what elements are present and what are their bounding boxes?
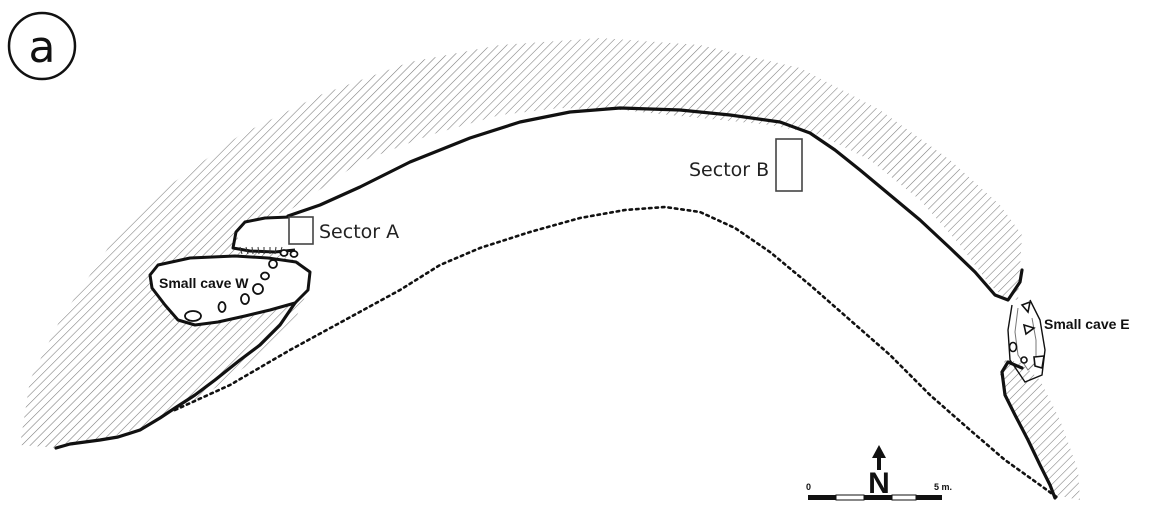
boulder xyxy=(252,283,264,295)
boulder xyxy=(1033,355,1045,370)
boulder xyxy=(1008,341,1018,353)
alcove-outline xyxy=(231,215,296,254)
north-arrow-label: N xyxy=(868,467,890,500)
boulder xyxy=(1020,300,1032,314)
boulders-west xyxy=(184,249,299,322)
panel-label-text: a xyxy=(29,22,56,73)
cave-east-outline xyxy=(1007,299,1046,383)
north-arrow-icon xyxy=(872,445,886,470)
cave-west-outline xyxy=(148,254,312,327)
cave-wall-main xyxy=(54,106,1024,450)
boulder xyxy=(289,250,299,258)
cave-east-inner xyxy=(1014,307,1037,371)
scale-bar-seg xyxy=(808,495,836,500)
panel-label: a xyxy=(7,11,77,81)
panel-label-circle xyxy=(7,11,77,81)
cave-wall-east-lower xyxy=(1000,360,1057,500)
scale-bar: 0 5 m. xyxy=(806,482,952,501)
cave-west-label: Small cave W xyxy=(159,275,249,291)
rock-band-hatch xyxy=(20,38,1022,448)
boulder xyxy=(1020,356,1028,364)
cave-east xyxy=(1007,299,1046,383)
sector-a-box xyxy=(288,216,314,245)
sector-a-label: Sector A xyxy=(319,221,399,243)
scale-bar-seg xyxy=(864,495,892,500)
boulder xyxy=(240,293,250,305)
scale-bar-start-label: 0 xyxy=(806,482,811,492)
boulder xyxy=(217,301,227,313)
scale-bar-seg xyxy=(916,495,942,500)
boulder xyxy=(260,271,270,281)
boulder xyxy=(1022,323,1036,336)
north-arrow: N xyxy=(868,445,890,500)
rock-east-hatch xyxy=(1000,360,1080,500)
boulder xyxy=(268,259,278,269)
boulder xyxy=(279,249,289,257)
scale-bar-end-label: 5 m. xyxy=(934,482,952,492)
dripline-dotted xyxy=(173,205,1060,500)
sector-b-label: Sector B xyxy=(689,159,769,181)
cave-east-label: Small cave E xyxy=(1044,316,1130,332)
boulder xyxy=(184,310,202,322)
scale-bar-seg xyxy=(835,494,865,501)
scale-bar-seg xyxy=(891,494,917,501)
sector-b-box xyxy=(775,138,803,192)
